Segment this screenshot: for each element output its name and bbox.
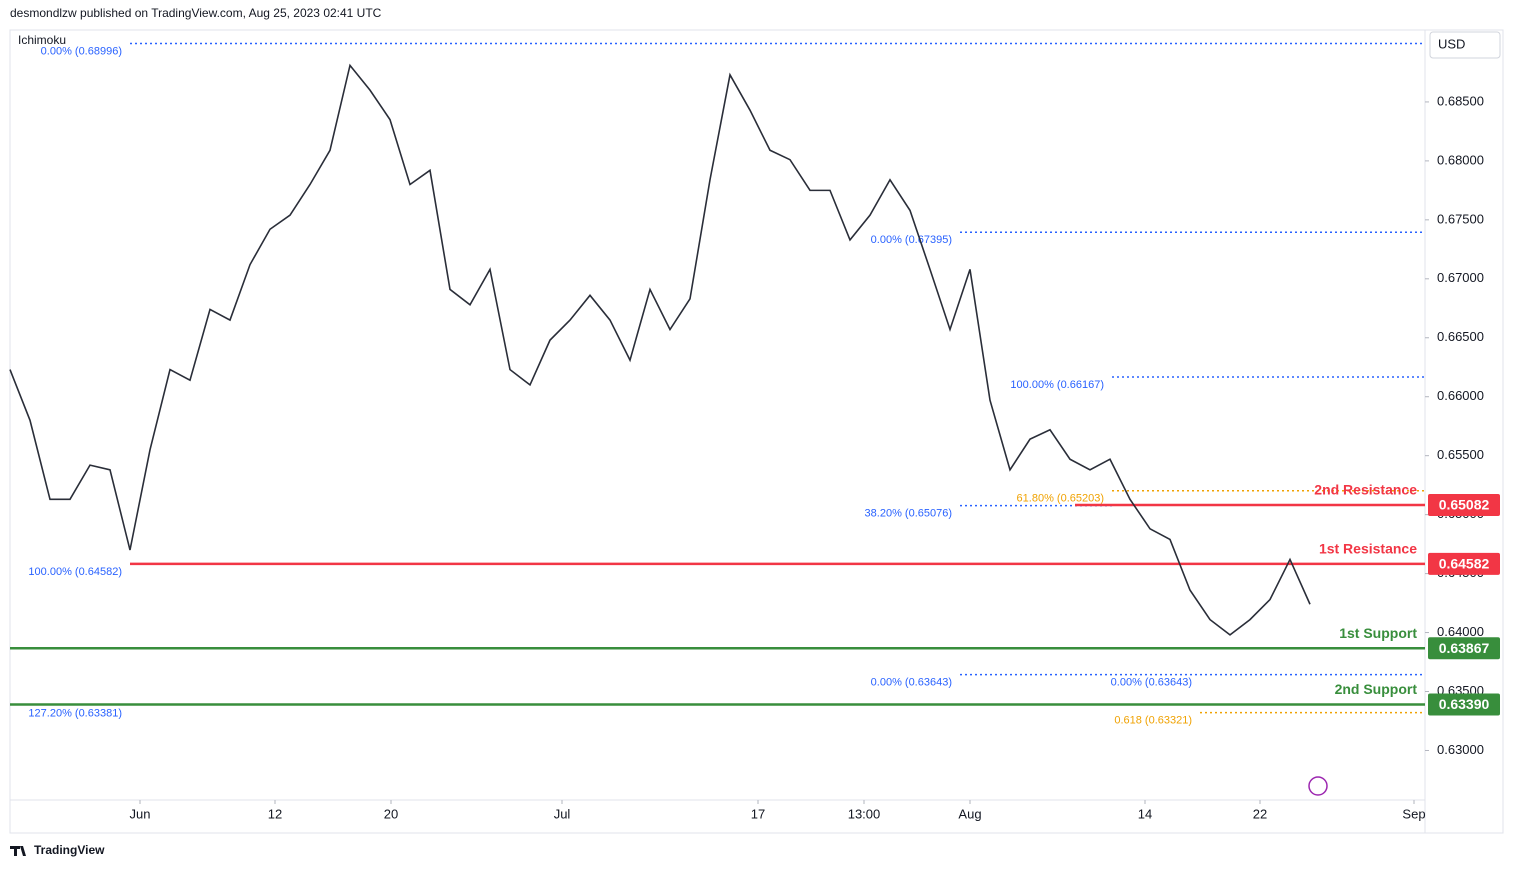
flash-icon[interactable] [1308, 776, 1328, 796]
indicator-label: Ichimoku [18, 33, 66, 47]
y-tick-label: 0.68500 [1437, 93, 1484, 108]
y-tick-label: 0.63000 [1437, 742, 1484, 757]
fib-label: 0.00% (0.67395) [871, 234, 952, 246]
level-name: 1st Support [1339, 625, 1417, 641]
currency: USD [1438, 36, 1465, 51]
y-tick-label: 0.67000 [1437, 270, 1484, 285]
fib-label: 0.00% (0.63643) [1111, 677, 1192, 689]
y-tick-label: 0.66500 [1437, 329, 1484, 344]
y-tick-label: 0.66000 [1437, 388, 1484, 403]
price-box-label: 0.63390 [1439, 696, 1490, 712]
level-name: 1st Resistance [1319, 541, 1417, 557]
fib-label: 61.80% (0.65203) [1017, 493, 1104, 505]
x-tick-label: Jul [554, 806, 571, 821]
x-tick-label: Sep [1402, 806, 1425, 821]
level-name: 2nd Support [1335, 681, 1418, 697]
x-tick-label: 12 [268, 806, 282, 821]
price-line [9, 63, 1311, 636]
price-box [1428, 693, 1500, 716]
price-box-label: 0.64582 [1439, 556, 1490, 572]
chart-frame [9, 29, 1504, 834]
y-tick-label: 0.65500 [1437, 447, 1484, 462]
x-tick-label: 13:00 [848, 806, 881, 821]
price-box [1428, 637, 1500, 660]
y-tick-label: 0.64000 [1437, 624, 1484, 639]
fib-label: 100.00% (0.64582) [28, 566, 122, 578]
x-tick-label: 14 [1138, 806, 1152, 821]
y-tick-label: 0.67500 [1437, 211, 1484, 226]
x-tick-label: Aug [958, 806, 981, 821]
fib-label: 127.20% (0.63381) [28, 707, 122, 719]
fib-label: 100.00% (0.66167) [1010, 379, 1104, 391]
price-box-label: 0.65082 [1439, 497, 1490, 513]
x-tick-label: 20 [384, 806, 398, 821]
x-tick-label: 22 [1253, 806, 1267, 821]
price-box [1428, 552, 1500, 575]
fib-label: 0.618 (0.63321) [1114, 715, 1192, 727]
x-tick-label: Jun [130, 806, 151, 821]
price-box-label: 0.63867 [1439, 640, 1490, 656]
logo-icon [10, 846, 26, 856]
header: desmondlzw published on TradingView.com,… [10, 6, 382, 20]
x-tick-label: 17 [751, 806, 765, 821]
currency-button[interactable] [1429, 31, 1501, 59]
price-box [1428, 493, 1500, 516]
fib-label: 0.00% (0.63643) [871, 677, 952, 689]
level-name: 2nd Resistance [1314, 482, 1417, 498]
footer-logo: TradingView [34, 843, 105, 857]
fib-label: 0.00% (0.68996) [41, 45, 122, 57]
y-tick-label: 0.68000 [1437, 152, 1484, 167]
fib-label: 38.20% (0.65076) [865, 508, 952, 520]
